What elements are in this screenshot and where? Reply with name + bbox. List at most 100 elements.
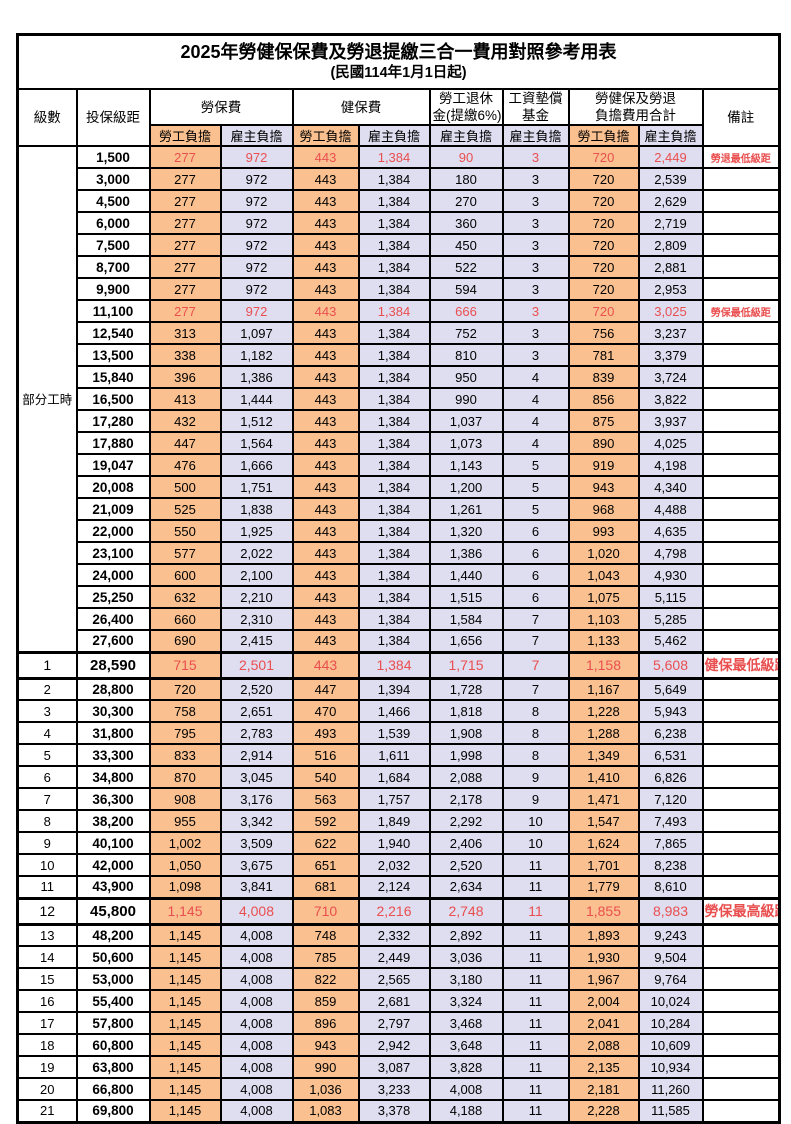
table-row: 11 43,900 1,098 3,841 681 2,124 2,634 11 1,779 8,… — [16, 875, 781, 899]
value-cell: 1,384 — [357, 629, 431, 653]
value-cell: 516 — [291, 743, 360, 767]
remark-cell — [701, 453, 781, 477]
value-cell: 2,520 — [428, 853, 504, 877]
value-cell: 1,967 — [567, 967, 640, 991]
value-cell: 2,032 — [357, 853, 431, 877]
value-cell: 972 — [219, 145, 294, 169]
value-cell: 7 — [501, 607, 570, 631]
value-cell: 3,822 — [637, 387, 704, 411]
value-cell: 2,135 — [567, 1055, 640, 1079]
value-cell: 856 — [567, 387, 640, 411]
value-cell: 447 — [148, 431, 222, 455]
value-cell: 4,025 — [637, 431, 704, 455]
remark-cell — [701, 431, 781, 455]
bracket-cell: 40,100 — [75, 831, 151, 855]
value-cell: 2,004 — [567, 989, 640, 1013]
level-cell: 2 — [16, 677, 78, 701]
value-cell: 6,238 — [637, 721, 704, 745]
value-cell: 6,826 — [637, 765, 704, 789]
value-cell: 1,547 — [567, 809, 640, 833]
value-cell: 443 — [291, 255, 360, 279]
value-cell: 4 — [501, 387, 570, 411]
value-cell: 4,188 — [428, 1099, 504, 1123]
bracket-cell: 33,300 — [75, 743, 151, 767]
value-cell: 1,410 — [567, 765, 640, 789]
value-cell: 785 — [291, 945, 360, 969]
value-cell: 3,509 — [219, 831, 294, 855]
value-cell: 338 — [148, 343, 222, 367]
value-cell: 2,088 — [428, 765, 504, 789]
value-cell: 11 — [501, 923, 570, 947]
subheader-health-employee: 勞工負擔 — [291, 124, 360, 147]
value-cell: 11,585 — [637, 1099, 704, 1123]
value-cell: 1,440 — [428, 563, 504, 587]
remark-cell — [701, 677, 781, 701]
remark-cell — [701, 277, 781, 301]
value-cell: 1,043 — [567, 563, 640, 587]
level-cell: 1 — [16, 650, 78, 680]
bracket-cell: 4,500 — [75, 189, 151, 213]
value-cell: 4,635 — [637, 519, 704, 543]
value-cell: 443 — [291, 321, 360, 345]
level-cell: 15 — [16, 967, 78, 991]
value-cell: 90 — [428, 145, 504, 169]
table-row: 7 36,300 908 3,176 563 1,757 2,178 9 1,471 7,120 — [16, 787, 781, 811]
value-cell: 7 — [501, 650, 570, 680]
bracket-cell: 31,800 — [75, 721, 151, 745]
value-cell: 2,520 — [219, 677, 294, 701]
level-cell: 3 — [16, 699, 78, 723]
value-cell: 11 — [501, 1099, 570, 1123]
value-cell: 943 — [567, 475, 640, 499]
value-cell: 890 — [567, 431, 640, 455]
remark-cell — [701, 699, 781, 723]
value-cell: 10 — [501, 831, 570, 855]
value-cell: 1,386 — [219, 365, 294, 389]
remark-cell — [701, 945, 781, 969]
value-cell: 476 — [148, 453, 222, 477]
value-cell: 1,182 — [219, 343, 294, 367]
value-cell: 10,284 — [637, 1011, 704, 1035]
value-cell: 550 — [148, 519, 222, 543]
value-cell: 396 — [148, 365, 222, 389]
level-cell: 4 — [16, 721, 78, 745]
value-cell: 11 — [501, 896, 570, 926]
value-cell: 5,608 — [637, 650, 704, 680]
col-header-remark: 備註 — [701, 88, 781, 147]
table-row: 25,250 632 2,210 443 1,384 1,515 6 1,075 5,115 — [18, 585, 781, 609]
value-cell: 3,233 — [357, 1077, 431, 1101]
value-cell: 990 — [291, 1055, 360, 1079]
value-cell: 2,292 — [428, 809, 504, 833]
table-row: 7,500 277 972 443 1,384 450 3 720 2,809 — [18, 233, 781, 257]
bracket-cell: 57,800 — [75, 1011, 151, 1035]
bracket-cell: 21,009 — [75, 497, 151, 521]
value-cell: 1,145 — [148, 967, 222, 991]
value-cell: 7,865 — [637, 831, 704, 855]
value-cell: 413 — [148, 387, 222, 411]
table-row: 部分工時 1,500 277 972 443 1,384 90 3 720 2,449 勞退最低級距 — [16, 145, 781, 653]
value-cell: 1,818 — [428, 699, 504, 723]
value-cell: 720 — [148, 677, 222, 701]
bracket-cell: 9,900 — [75, 277, 151, 301]
value-cell: 3,036 — [428, 945, 504, 969]
value-cell: 919 — [567, 453, 640, 477]
bracket-cell: 28,800 — [75, 677, 151, 701]
value-cell: 2,501 — [219, 650, 294, 680]
value-cell: 443 — [291, 387, 360, 411]
value-cell: 2,406 — [428, 831, 504, 855]
col-header-level: 級數 — [16, 88, 78, 147]
value-cell: 443 — [291, 629, 360, 653]
value-cell: 1,466 — [357, 699, 431, 723]
bracket-cell: 66,800 — [75, 1077, 151, 1101]
value-cell: 4,008 — [219, 1033, 294, 1057]
value-cell: 955 — [148, 809, 222, 833]
remark-cell — [701, 765, 781, 789]
value-cell: 1,098 — [148, 875, 222, 899]
remark-cell — [701, 255, 781, 279]
subheader-wage-fund-employer: 雇主負擔 — [501, 124, 570, 147]
value-cell: 3,841 — [219, 875, 294, 899]
bracket-cell: 15,840 — [75, 365, 151, 389]
value-cell: 1,050 — [148, 853, 222, 877]
remark-cell — [701, 167, 781, 191]
value-cell: 1,515 — [428, 585, 504, 609]
value-cell: 1,384 — [357, 233, 431, 257]
